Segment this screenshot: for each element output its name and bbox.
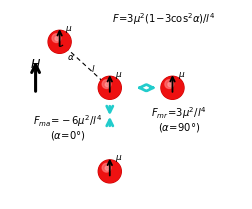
Circle shape	[48, 30, 71, 53]
Circle shape	[48, 31, 70, 53]
Text: $F_{mr}\!=\!3\mu^2/l^4$: $F_{mr}\!=\!3\mu^2/l^4$	[150, 105, 206, 121]
Circle shape	[99, 161, 120, 182]
Text: $H$: $H$	[30, 58, 41, 71]
Text: $F\!=\!3\mu^2(1\!-\!3\cos^2\!\alpha)/l^4$: $F\!=\!3\mu^2(1\!-\!3\cos^2\!\alpha)/l^4…	[112, 11, 215, 27]
Text: $\mu$: $\mu$	[114, 153, 122, 164]
Circle shape	[102, 163, 110, 172]
Text: $(\alpha\!=\!0°)$: $(\alpha\!=\!0°)$	[50, 129, 86, 142]
Circle shape	[167, 83, 171, 87]
Circle shape	[160, 76, 183, 99]
Circle shape	[52, 34, 60, 42]
Text: $\mu$: $\mu$	[65, 24, 72, 35]
Text: $\mu$: $\mu$	[114, 70, 122, 81]
Text: $F_{ma}\!=\!-6\mu^2/l^4$: $F_{ma}\!=\!-6\mu^2/l^4$	[33, 113, 102, 129]
Circle shape	[161, 77, 183, 99]
Circle shape	[105, 83, 109, 87]
Text: $\alpha$: $\alpha$	[67, 53, 74, 62]
Circle shape	[55, 37, 59, 41]
Circle shape	[99, 77, 120, 99]
Circle shape	[102, 80, 110, 88]
Circle shape	[98, 76, 121, 99]
Circle shape	[164, 80, 173, 88]
Circle shape	[98, 160, 121, 183]
Text: $\mu$: $\mu$	[177, 70, 184, 81]
Circle shape	[105, 166, 109, 170]
Text: $(\alpha\!=\!90°)$: $(\alpha\!=\!90°)$	[157, 121, 199, 134]
Text: $l$: $l$	[91, 63, 95, 74]
